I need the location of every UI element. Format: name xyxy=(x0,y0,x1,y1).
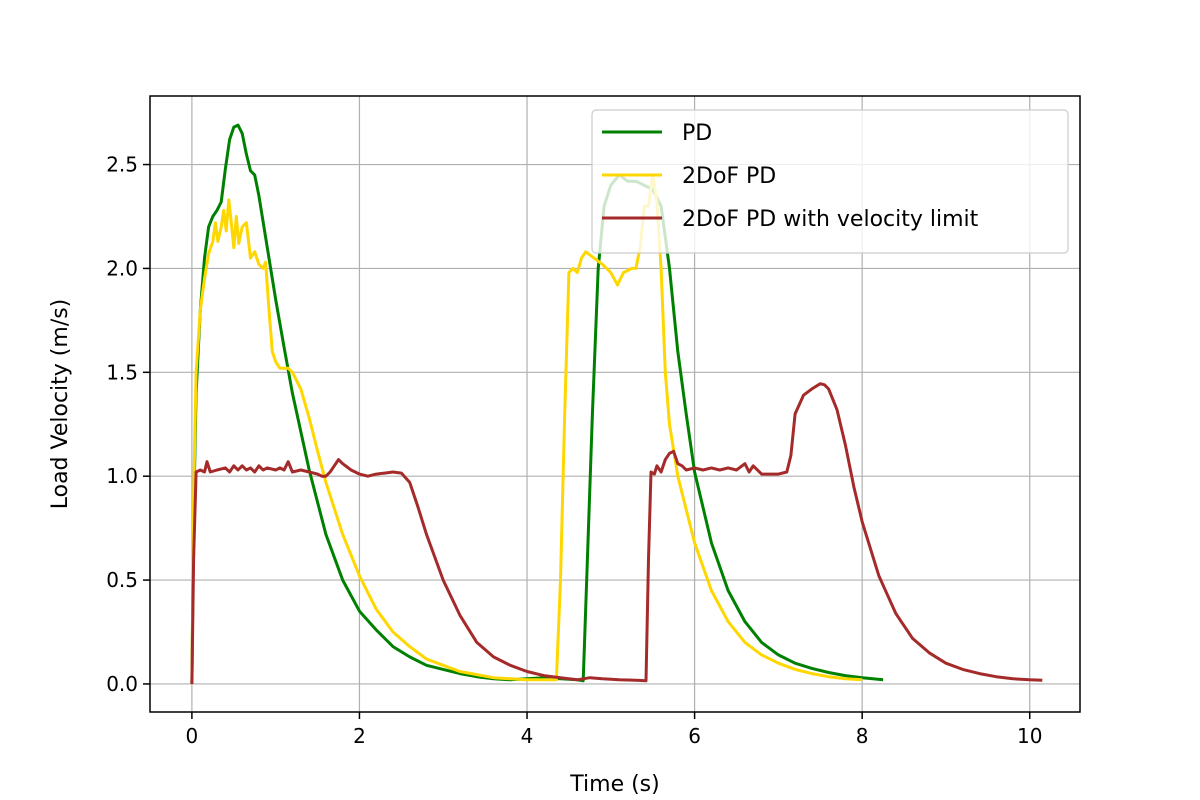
x-axis-label: Time (s) xyxy=(569,772,659,797)
y-tick-label: 0.0 xyxy=(106,672,138,696)
axis-ticks: 0 2 4 6 8 10 0.0 0.5 1.0 1.5 2.0 2.5 xyxy=(106,153,1042,748)
series-line-3 xyxy=(190,382,1043,685)
x-tick-label: 6 xyxy=(688,724,701,748)
x-tick-label: 4 xyxy=(521,724,534,748)
x-tick-label: 0 xyxy=(186,724,199,748)
series-line-1 xyxy=(190,123,884,685)
y-tick-label: 0.5 xyxy=(106,568,138,592)
y-tick-label: 2.5 xyxy=(106,153,138,177)
legend-label: 2DoF PD xyxy=(682,164,776,189)
series-line-2 xyxy=(190,173,863,685)
y-axis-label: Load Velocity (m/s) xyxy=(48,299,73,510)
plot-frame xyxy=(149,95,1081,713)
series-lines xyxy=(190,123,1043,685)
y-tick-label: 2.0 xyxy=(106,256,138,280)
x-tick-label: 10 xyxy=(1017,724,1042,748)
grid xyxy=(150,96,1080,712)
legend-box xyxy=(591,109,1069,254)
legend-label: PD xyxy=(682,121,712,146)
legend: PD 2DoF PD 2DoF PD with velocity limit xyxy=(591,109,1069,254)
x-tick-label: 8 xyxy=(856,724,869,748)
legend-label: 2DoF PD with velocity limit xyxy=(682,207,979,232)
y-tick-label: 1.5 xyxy=(106,360,138,384)
x-tick-label: 2 xyxy=(353,724,366,748)
y-tick-label: 1.0 xyxy=(106,464,138,488)
